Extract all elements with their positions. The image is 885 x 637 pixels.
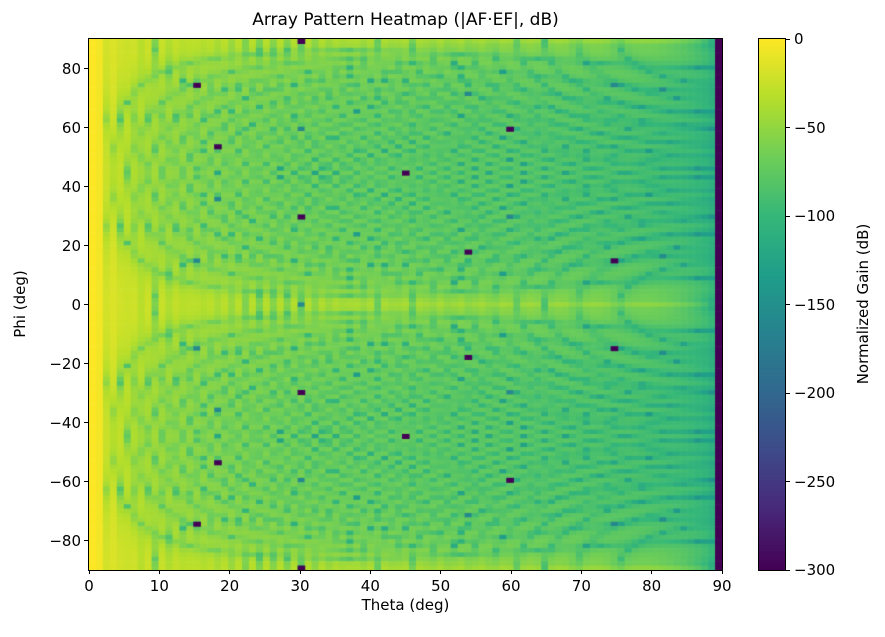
colorbar-tick-label: −300 — [794, 561, 836, 579]
y-tick-label: 20 — [61, 236, 81, 255]
y-tick-mark — [84, 68, 88, 69]
x-tick-label: 80 — [642, 577, 662, 595]
colorbar-tick-label: −150 — [794, 295, 836, 314]
y-tick-mark — [84, 245, 88, 246]
x-tick-mark — [651, 570, 653, 574]
x-tick-mark — [721, 570, 723, 574]
y-axis-label: Phi (deg) — [11, 270, 29, 338]
x-tick-mark — [369, 570, 371, 574]
x-tick-label: 20 — [220, 577, 240, 595]
y-tick-label: 40 — [61, 177, 81, 196]
x-tick-label: 90 — [712, 577, 732, 595]
colorbar-tick-mark — [786, 215, 790, 217]
y-tick-mark — [84, 304, 88, 305]
colorbar-tick-label: −100 — [794, 207, 836, 225]
y-tick-mark — [84, 540, 88, 541]
colorbar-tick-mark — [786, 127, 790, 128]
colorbar-tick-mark — [786, 304, 790, 305]
y-tick-mark — [84, 127, 88, 128]
colorbar-tick-mark — [786, 481, 790, 482]
colorbar-tick-mark — [786, 569, 790, 571]
colorbar-label: Normalized Gain (dB) — [854, 223, 872, 385]
y-tick-label: 0 — [71, 295, 81, 314]
y-tick-mark — [84, 422, 88, 423]
y-tick-label: −20 — [49, 354, 81, 373]
heatmap-canvas — [89, 39, 722, 570]
x-tick-label: 50 — [431, 577, 451, 595]
x-tick-label: 30 — [290, 577, 310, 595]
x-tick-mark — [88, 570, 90, 574]
x-tick-mark — [229, 570, 231, 574]
y-tick-label: 60 — [61, 118, 81, 137]
x-tick-mark — [510, 570, 512, 574]
x-tick-label: 40 — [360, 577, 380, 595]
x-tick-label: 0 — [84, 577, 94, 595]
colorbar-tick-mark — [786, 38, 790, 40]
chart-title: Array Pattern Heatmap (|AF·EF|, dB) — [252, 10, 559, 30]
colorbar-tick-label: −250 — [794, 472, 836, 491]
x-axis-label: Theta (deg) — [361, 596, 450, 614]
y-tick-mark — [84, 363, 88, 364]
x-tick-mark — [299, 570, 301, 574]
colorbar-tick-label: −50 — [794, 118, 826, 137]
y-tick-mark — [84, 481, 88, 482]
colorbar-canvas — [759, 39, 785, 570]
colorbar-tick-mark — [786, 392, 790, 394]
x-tick-mark — [580, 570, 582, 574]
colorbar-tick-label: −200 — [794, 384, 836, 402]
x-tick-mark — [158, 570, 160, 574]
y-tick-label: −40 — [49, 413, 81, 432]
y-tick-label: −80 — [49, 531, 81, 550]
x-tick-label: 10 — [149, 577, 169, 595]
x-tick-mark — [440, 570, 442, 574]
y-tick-mark — [84, 186, 88, 187]
y-tick-label: −60 — [49, 472, 81, 491]
x-tick-label: 60 — [501, 577, 521, 595]
x-tick-label: 70 — [571, 577, 591, 595]
y-tick-label: 80 — [61, 59, 81, 78]
colorbar-tick-label: 0 — [794, 30, 804, 48]
